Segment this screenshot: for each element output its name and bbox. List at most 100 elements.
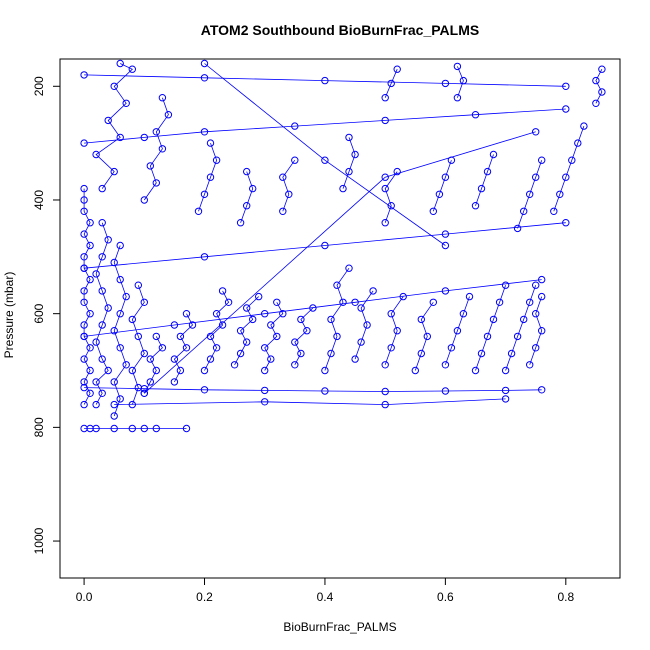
data-point (345, 167, 353, 176)
data-point (236, 349, 245, 358)
data-point (357, 338, 365, 346)
data-point (303, 327, 311, 335)
series-line (234, 296, 259, 365)
data-point (236, 219, 245, 227)
data-point (158, 344, 167, 352)
series-line (204, 290, 230, 371)
data-point (170, 378, 179, 386)
data-point (176, 366, 185, 375)
x-tick-label: 0.4 (317, 590, 334, 604)
data-point (580, 122, 588, 130)
data-point (80, 378, 88, 386)
data-point (501, 395, 510, 403)
data-point (327, 315, 335, 324)
data-point (291, 361, 299, 369)
data-point (104, 304, 112, 312)
data-point (98, 389, 106, 397)
data-point (104, 366, 112, 375)
data-point (122, 292, 130, 301)
data-point (520, 315, 528, 324)
data-point (92, 424, 100, 433)
data-point (170, 355, 179, 363)
y-tick-label: 800 (32, 417, 46, 437)
data-point (122, 99, 130, 108)
series-line (342, 137, 356, 189)
data-point (532, 281, 540, 289)
data-point (351, 355, 359, 363)
data-point (291, 156, 299, 164)
data-point (273, 332, 281, 341)
data-point (80, 184, 88, 193)
data-point (80, 207, 88, 216)
data-point (568, 156, 576, 164)
data-point (116, 310, 124, 318)
data-point (327, 349, 335, 358)
series-line (84, 387, 542, 392)
data-point (471, 111, 480, 119)
data-point (273, 298, 281, 306)
data-point (501, 281, 510, 289)
data-point (267, 355, 275, 363)
data-point (80, 264, 88, 272)
data-point (176, 332, 185, 341)
data-point (92, 400, 100, 409)
y-tick-label: 1000 (32, 527, 46, 554)
data-point (345, 264, 353, 272)
data-point (279, 310, 287, 318)
data-point (92, 338, 100, 346)
data-point (140, 133, 149, 142)
data-point (423, 332, 431, 341)
data-point (291, 122, 299, 130)
data-point (116, 275, 124, 284)
data-point (357, 304, 365, 312)
data-point (532, 344, 540, 352)
data-point (80, 230, 88, 238)
data-point (152, 128, 161, 136)
data-point (164, 111, 173, 119)
data-point (483, 332, 492, 341)
x-tick-label: 0.0 (76, 590, 93, 604)
series-line (84, 74, 566, 87)
data-point (200, 74, 209, 82)
data-point (393, 167, 401, 176)
series-line (517, 160, 543, 229)
series-line (204, 63, 446, 246)
data-point (243, 338, 251, 346)
data-point (598, 65, 606, 73)
data-point (80, 71, 88, 79)
data-point (188, 321, 197, 329)
data-point (550, 207, 558, 216)
data-point (261, 310, 269, 318)
data-point (122, 361, 130, 369)
series-line (83, 188, 91, 405)
data-point (194, 207, 203, 216)
data-point (206, 139, 215, 147)
y-tick-label: 600 (32, 303, 46, 323)
data-point (128, 366, 137, 375)
data-point (200, 366, 209, 375)
data-point (98, 287, 106, 295)
data-point (200, 59, 209, 68)
data-point (513, 332, 522, 341)
data-point (86, 241, 94, 250)
data-point (441, 287, 450, 295)
data-point (526, 190, 534, 199)
data-point (200, 253, 209, 261)
data-point (489, 315, 498, 324)
data-point (104, 236, 112, 244)
data-point (80, 383, 88, 392)
plot-frame (59, 58, 621, 579)
data-point (592, 76, 600, 85)
series-line (324, 267, 350, 371)
data-point (152, 424, 161, 433)
data-point (243, 167, 251, 176)
data-point (562, 219, 570, 227)
data-point (224, 298, 233, 306)
data-point (116, 395, 124, 403)
data-point (116, 241, 124, 250)
data-point (182, 344, 191, 352)
data-point (206, 355, 215, 363)
data-point (387, 310, 395, 318)
series-line (240, 171, 254, 223)
series-line (143, 336, 163, 394)
